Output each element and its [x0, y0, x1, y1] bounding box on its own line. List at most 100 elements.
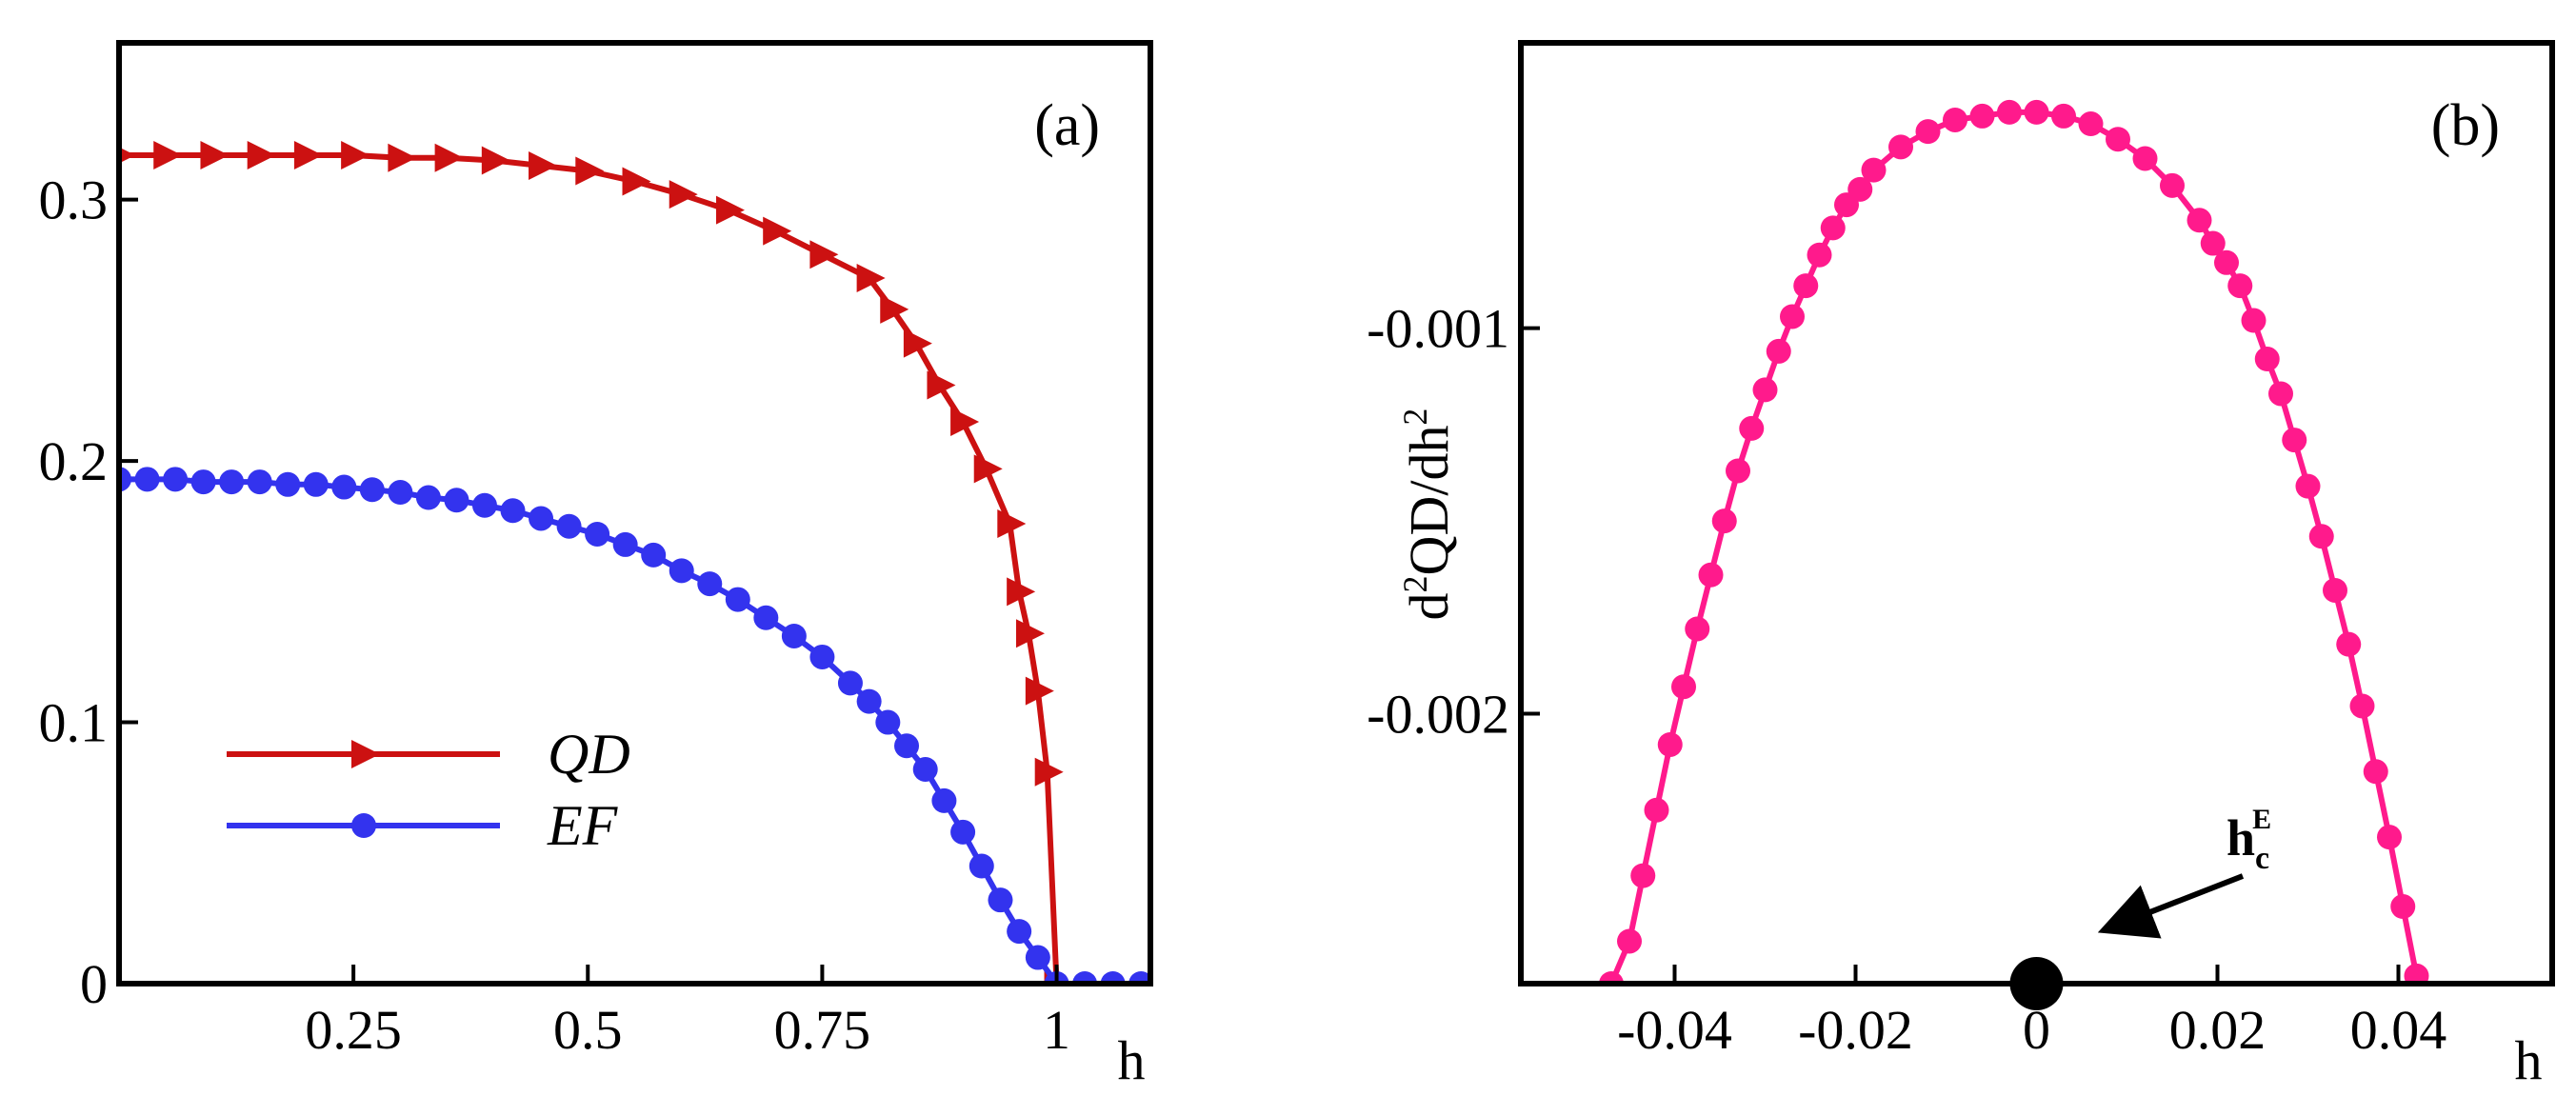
panel-a-circle-marker	[931, 787, 957, 813]
panel-b-circle-marker	[1847, 176, 1873, 202]
panel-a-x-tick-label: 0.25	[305, 999, 402, 1061]
panel-b-circle-marker	[1657, 731, 1683, 757]
annotation-label: hcE	[2227, 804, 2271, 876]
panel-a: 0.25 0.5 0.75 1 0 0.1 0.2 0.3 (a) h QD EF	[39, 40, 1153, 1091]
panel-a-triangle-marker	[763, 216, 792, 246]
panel-a-x-tick-label: 0.75	[774, 999, 871, 1061]
panel-b-circle-marker	[1997, 99, 2022, 125]
critical-point-annotation: hcE	[2097, 804, 2271, 939]
panel-a-circle-marker	[725, 587, 750, 612]
panel-b-circle-marker	[1644, 797, 1669, 823]
legend-qd-label: QD	[548, 723, 630, 786]
panel-b-circle-marker	[2404, 963, 2429, 984]
panel-a-circle-marker	[388, 480, 413, 506]
panel-b-circle-marker	[1943, 107, 1967, 132]
panel-b-circle-marker	[1861, 157, 1887, 183]
panel-a-circle-marker	[471, 492, 497, 518]
panel-a-triangle-marker	[119, 147, 135, 164]
panel-a-triangle-marker	[903, 329, 932, 358]
panel-b-circle-marker	[1780, 304, 1805, 329]
annotation-arrow	[2097, 873, 2245, 939]
panel-b-circle-marker	[1820, 215, 1846, 241]
panel-a-triangle-marker	[927, 370, 956, 400]
panel-a-triangle-marker	[341, 141, 370, 170]
panel-b-circle-marker	[2187, 208, 2212, 233]
panel-a-triangle-marker	[481, 146, 510, 175]
panel-a-circle-marker	[247, 469, 272, 495]
panel-a-triangle-marker	[153, 141, 183, 170]
panel-a-triangle-marker	[529, 150, 558, 180]
critical-point-marker	[2009, 957, 2064, 1010]
panel-b-circle-marker	[1671, 674, 1696, 700]
panel-b-circle-marker	[2160, 172, 2185, 198]
panel-b-circle-marker	[1888, 134, 1913, 160]
panel-b-circle-marker	[1685, 616, 1710, 642]
panel-b-circle-marker	[2390, 894, 2416, 920]
panel-b-y-tick-label: -0.001	[1367, 298, 1509, 360]
panel-a-x-axis-title: h	[1118, 1029, 1146, 1091]
panel-a-circle-marker	[856, 688, 882, 714]
panel-b-circle-marker	[2078, 111, 2104, 137]
panel-a-circle-marker	[950, 819, 976, 845]
panel-a-circle-marker	[585, 521, 610, 547]
panel-a-triangle-marker	[1025, 676, 1054, 706]
panel-b-series-line	[1608, 109, 2420, 984]
panel-a-circle-marker	[500, 498, 526, 524]
panel-a-circle-marker	[1007, 919, 1032, 945]
panel-b-circle-marker	[1726, 458, 1750, 484]
panel-b-x-tick-label: -0.04	[1617, 999, 1732, 1061]
panel-a-circle-marker	[331, 474, 357, 500]
panel-a-circle-marker	[556, 513, 582, 539]
panel-b-circle-marker	[2024, 99, 2049, 125]
panel-b-circle-marker	[2336, 631, 2362, 657]
panel-a-circle-marker	[968, 853, 994, 879]
panel-a-triangle-marker	[200, 141, 230, 170]
panel-b-circle-marker	[1630, 863, 1656, 888]
panel-a-triangle-marker	[856, 264, 886, 292]
panel-b-circle-marker	[1807, 242, 1832, 268]
panel-a-circle-marker	[837, 670, 863, 696]
panel-b-circle-marker	[1766, 338, 1791, 364]
panel-b-circle-marker	[2323, 577, 2347, 603]
panel-a-triangle-marker	[880, 294, 909, 324]
panel-a-circle-marker	[697, 571, 723, 597]
panel-a-triangle-marker	[1007, 577, 1036, 607]
legend-ef-circle-marker	[351, 813, 376, 838]
panel-b-circle-marker	[2295, 473, 2321, 499]
panel-b-circle-marker	[1793, 273, 1819, 299]
panel-a-circle-marker	[894, 733, 920, 759]
panel-a-circle-marker	[359, 477, 385, 503]
panel-a-frame	[116, 40, 1153, 986]
panel-b-circle-marker	[1915, 119, 1941, 145]
panel-a-y-tick-label: 0.2	[39, 430, 109, 492]
panel-b-circle-marker	[2241, 308, 2266, 333]
panel-a-y-tick-label: 0	[80, 953, 108, 1015]
panel-a-circle-marker	[641, 542, 667, 568]
panel-a-circle-marker	[1100, 971, 1126, 984]
panel-a-triangle-marker	[809, 240, 839, 269]
legend-ef-label: EF	[547, 794, 619, 857]
panel-a-circle-marker	[219, 469, 245, 495]
panel-b-x-tick-label: 0.04	[2350, 999, 2447, 1061]
panel-a-triangle-marker	[575, 156, 605, 186]
panel-b-circle-marker	[1739, 415, 1765, 441]
panel-a-triangle-marker	[715, 195, 745, 225]
panel-a-label: (a)	[1034, 93, 1100, 158]
panel-a-circle-marker	[190, 469, 216, 495]
panel-a-circle-marker	[612, 531, 638, 557]
panel-a-series	[119, 141, 1150, 984]
panel-b-x-tick-label: 0.02	[2169, 999, 2266, 1061]
panel-a-triangle-marker	[247, 141, 276, 170]
panel-b-series	[1599, 99, 2429, 984]
panel-b-circle-marker	[1599, 971, 1624, 984]
panel-b-label: (b)	[2431, 93, 2500, 158]
panel-a-triangle-marker	[997, 508, 1027, 538]
panel-a-triangle-marker	[622, 167, 651, 196]
panel-a-circle-marker	[275, 471, 301, 497]
panel-a-circle-marker	[669, 558, 694, 584]
panel-b-y-axis-title: d2QD/dh2	[1396, 409, 1460, 621]
panel-a-triangle-marker	[669, 180, 698, 209]
panel-a-y-tick-label: 0.1	[39, 692, 109, 754]
panel-a-legend: QD EF	[227, 723, 630, 857]
panel-a-circle-marker	[781, 623, 807, 648]
